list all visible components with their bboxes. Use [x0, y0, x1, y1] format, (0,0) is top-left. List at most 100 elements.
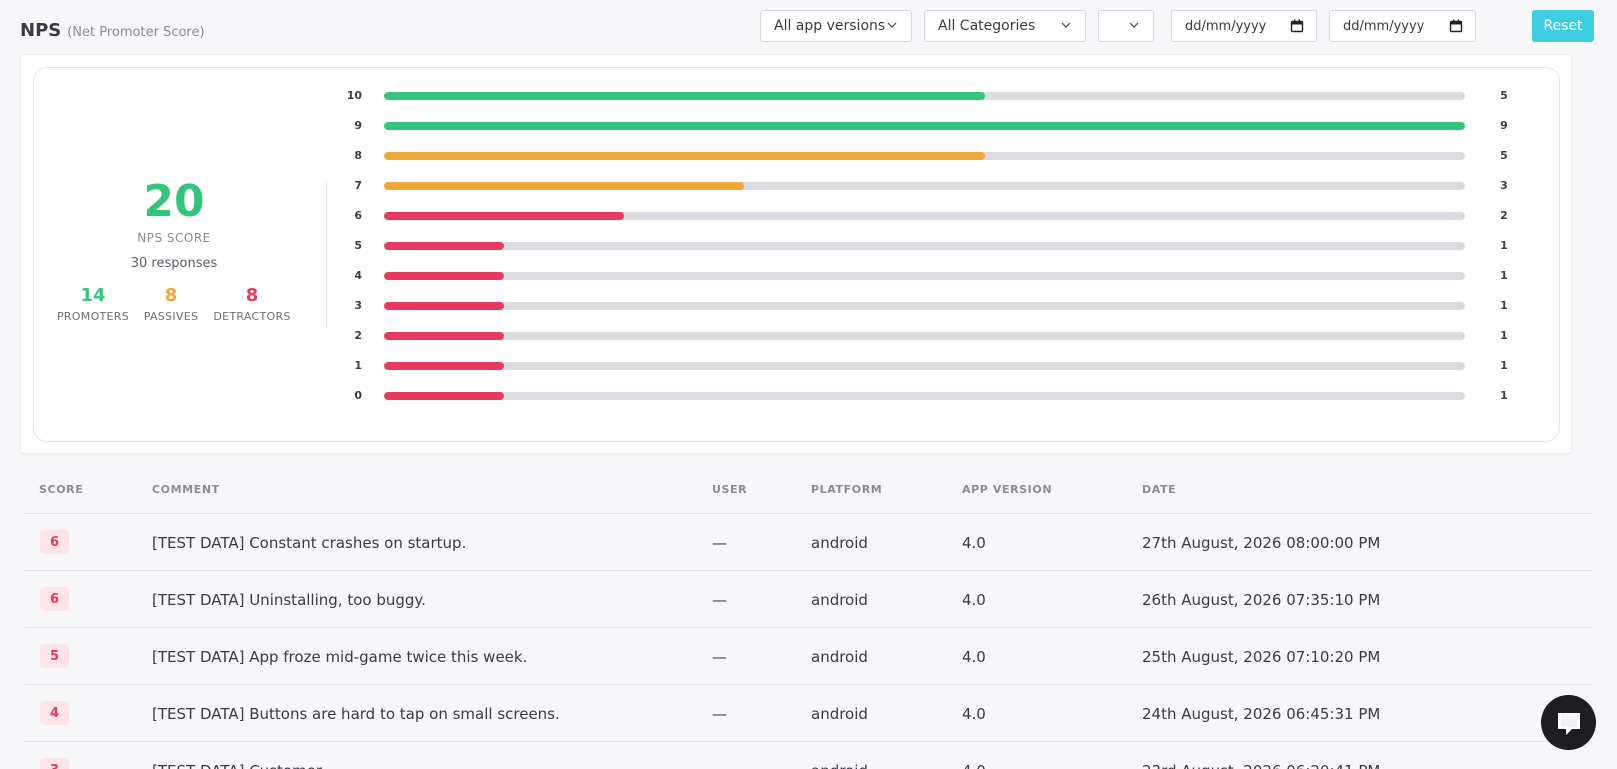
platform-cell: android [811, 648, 868, 666]
bar-track [384, 122, 1465, 130]
table-row[interactable]: 3 [TEST DATA] Customer — android 4.0 23rd Au… [25, 742, 1592, 769]
date-cell: 23rd August, 2026 06:20:41 PM [1142, 762, 1380, 769]
bar-score-label: 8 [354, 149, 362, 162]
bar-fill [384, 212, 624, 220]
score-badge: 6 [40, 530, 69, 554]
bar-fill [384, 242, 504, 250]
bar-track [384, 392, 1465, 400]
bar-count-label: 1 [1500, 359, 1508, 372]
column-header-comment[interactable]: COMMENT [152, 483, 220, 496]
date-cell: 27th August, 2026 08:00:00 PM [1142, 534, 1381, 552]
bar-track [384, 302, 1465, 310]
bar-track [384, 242, 1465, 250]
platform-cell: android [811, 762, 868, 769]
bar-fill [384, 302, 504, 310]
column-header-user[interactable]: USER [712, 483, 748, 496]
calendar-icon[interactable] [1449, 19, 1463, 33]
page-title: NPS (Net Promoter Score) [20, 20, 205, 41]
app-version-select-value: All app versions [774, 18, 886, 34]
passives-label: PASSIVES [143, 310, 199, 323]
comment-cell: [TEST DATA] App froze mid-game twice thi… [152, 648, 528, 666]
comment-cell: [TEST DATA] Buttons are hard to tap on s… [152, 705, 560, 723]
user-cell: — [712, 648, 727, 666]
table-body: 6 [TEST DATA] Constant crashes on startup… [25, 514, 1592, 769]
calendar-icon[interactable] [1290, 19, 1304, 33]
promoters-count: 14 [80, 285, 106, 306]
extra-filter-select[interactable] [1098, 10, 1154, 42]
column-header-app-version[interactable]: APP VERSION [962, 483, 1053, 496]
bar-fill [384, 152, 985, 160]
app-version-select[interactable]: All app versions [760, 10, 912, 42]
passives-stat: 8 PASSIVES [140, 285, 202, 324]
nps-score-panel: 20 NPS SCORE 30 responses 14 PROMOTERS 8… [34, 68, 326, 443]
app-version-cell: 4.0 [962, 705, 986, 723]
bar-score-label: 3 [354, 299, 362, 312]
passives-count: 8 [164, 285, 178, 306]
comment-cell: [TEST DATA] Constant crashes on startup. [152, 534, 467, 552]
user-cell: — [712, 705, 727, 723]
category-select[interactable]: All Categories [924, 10, 1086, 42]
nps-summary-inner: 20 NPS SCORE 30 responses 14 PROMOTERS 8… [33, 67, 1560, 442]
bar-score-label: 1 [354, 359, 362, 372]
column-header-score[interactable]: SCORE [39, 483, 84, 496]
bar-score-label: 5 [354, 239, 362, 252]
date-to-input[interactable]: dd/mm/yyyy [1329, 10, 1476, 42]
nps-score-value: 20 [143, 176, 205, 227]
app-version-cell: 4.0 [962, 648, 986, 666]
chat-bubble-icon [1557, 712, 1580, 735]
app-version-cell: 4.0 [962, 534, 986, 552]
bar-count-label: 5 [1500, 89, 1508, 102]
date-cell: 24th August, 2026 06:45:31 PM [1142, 705, 1381, 723]
chevron-down-icon [887, 22, 897, 28]
table-row[interactable]: 4 [TEST DATA] Buttons are hard to tap on … [25, 685, 1592, 742]
responses-table: SCORE COMMENT USER PLATFORM APP VERSION … [25, 466, 1592, 769]
table-row[interactable]: 6 [TEST DATA] Constant crashes on startup… [25, 514, 1592, 571]
bar-score-label: 7 [354, 179, 362, 192]
comment-cell: [TEST DATA] Uninstalling, too buggy. [152, 591, 426, 609]
bar-track [384, 332, 1465, 340]
platform-cell: android [811, 705, 868, 723]
bar-count-label: 1 [1500, 269, 1508, 282]
column-header-platform[interactable]: PLATFORM [811, 483, 883, 496]
score-badge: 3 [40, 758, 69, 769]
bar-count-label: 1 [1500, 239, 1508, 252]
detractors-stat: 8 DETRACTORS [212, 285, 292, 324]
bar-score-label: 0 [354, 389, 362, 402]
chat-widget-button[interactable] [1541, 695, 1596, 750]
score-distribution: 10 5 9 9 8 5 7 3 6 2 5 1 4 1 3 1 2 1 1 1 0 1 [334, 86, 1534, 426]
column-header-date[interactable]: DATE [1142, 483, 1177, 496]
bar-count-label: 9 [1500, 119, 1508, 132]
detractors-count: 8 [245, 285, 259, 306]
date-cell: 26th August, 2026 07:35:10 PM [1142, 591, 1381, 609]
bar-fill [384, 392, 504, 400]
date-to-placeholder: dd/mm/yyyy [1343, 18, 1425, 34]
bar-fill [384, 332, 504, 340]
bar-track [384, 212, 1465, 220]
date-from-input[interactable]: dd/mm/yyyy [1171, 10, 1317, 42]
promoters-label: PROMOTERS [56, 310, 130, 323]
page-title-subtitle: (Net Promoter Score) [67, 25, 205, 40]
bar-track [384, 182, 1465, 190]
category-select-value: All Categories [938, 18, 1036, 34]
comment-cell: [TEST DATA] Customer [152, 762, 322, 769]
user-cell: — [712, 534, 727, 552]
platform-cell: android [811, 591, 868, 609]
bar-score-label: 10 [346, 89, 362, 102]
table-row[interactable]: 5 [TEST DATA] App froze mid-game twice th… [25, 628, 1592, 685]
bar-count-label: 1 [1500, 389, 1508, 402]
bar-score-label: 9 [354, 119, 362, 132]
platform-cell: android [811, 534, 868, 552]
user-cell: — [712, 591, 727, 609]
app-version-cell: 4.0 [962, 762, 986, 769]
reset-button[interactable]: Reset [1532, 10, 1594, 42]
bar-score-label: 4 [354, 269, 362, 282]
table-row[interactable]: 6 [TEST DATA] Uninstalling, too buggy. — an… [25, 571, 1592, 628]
chevron-down-icon [1129, 22, 1139, 28]
bar-count-label: 1 [1500, 299, 1508, 312]
